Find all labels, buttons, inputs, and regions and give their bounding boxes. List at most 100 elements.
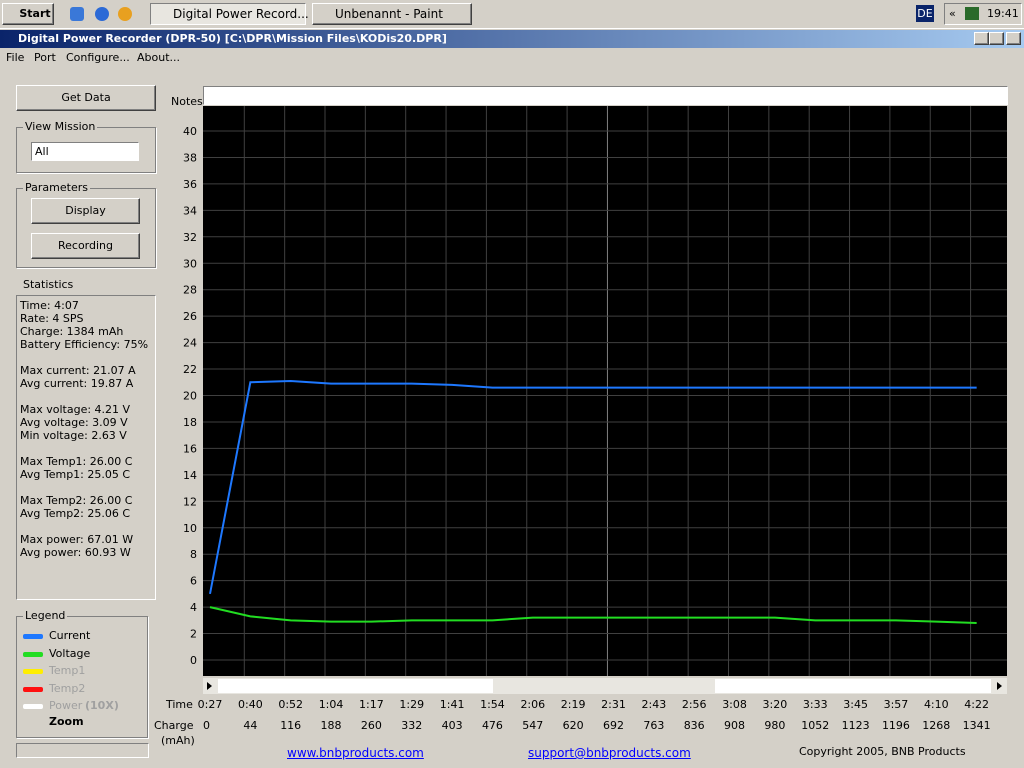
copyright: Copyright 2005, BNB Products [799, 745, 966, 758]
y-tick-label: 26 [183, 310, 197, 323]
y-tick-label: 40 [183, 125, 197, 138]
x-tick-label: 0:27 [198, 698, 223, 711]
charge-value: 116 [280, 719, 301, 732]
charge-value: 620 [563, 719, 584, 732]
legend-group: Legend Current Voltage Temp1 Temp2 Power (10X… [16, 609, 148, 738]
group-label: View Mission [23, 120, 98, 133]
y-tick-label: 36 [183, 178, 197, 191]
taskbar: Start Digital Power Record... Unbenannt … [0, 0, 1024, 29]
legend-label: Temp2 [47, 681, 88, 695]
x-tick-label: 2:43 [641, 698, 666, 711]
y-tick-label: 6 [190, 575, 197, 588]
task-button[interactable]: Digital Power Record... [150, 3, 309, 25]
plot-area [203, 106, 1007, 676]
tray: « 19:41 [944, 3, 1022, 25]
website-link[interactable]: www.bnbproducts.com [287, 746, 424, 760]
start-button[interactable]: Start [2, 3, 54, 25]
x-tick-label: 2:56 [682, 698, 707, 711]
legend-label: Power [47, 699, 85, 712]
x-tick-label: 3:20 [763, 698, 788, 711]
x-tick-label: 0:52 [278, 698, 303, 711]
stat-line: Avg Temp1: 25.05 C [20, 468, 131, 481]
menu-item[interactable]: Port [34, 51, 56, 64]
close-button[interactable] [1006, 32, 1021, 45]
charge-value: 332 [401, 719, 422, 732]
legend-label: Voltage [47, 646, 93, 660]
group-label: Parameters [23, 181, 90, 194]
legend-label: Current [47, 629, 93, 642]
stat-line: Avg current: 19.87 A [20, 377, 134, 390]
series-line [209, 606, 977, 624]
recording-button[interactable]: Recording [31, 233, 140, 259]
x-tick-label: 1:17 [359, 698, 384, 711]
charge-value: 547 [522, 719, 543, 732]
maximize-button[interactable] [989, 32, 1004, 45]
y-tick-label: 0 [190, 654, 197, 667]
email-link[interactable]: support@bnbproducts.com [528, 746, 691, 760]
get-data-button[interactable]: Get Data [16, 85, 156, 111]
x-tick-label: 1:04 [319, 698, 344, 711]
tray-icon[interactable] [965, 7, 979, 20]
charge-value: 476 [482, 719, 503, 732]
menu-item[interactable]: About... [137, 51, 181, 64]
stat-group: Time: 4:07 Rate: 4 SPS Charge: 1384 mAh Bat… [20, 299, 152, 351]
charge-value: 260 [361, 719, 382, 732]
mission-select[interactable]: All [31, 142, 139, 161]
stat-line: Max current: 21.07 A [20, 364, 136, 377]
y-tick-label: 16 [183, 442, 197, 455]
y-tick-label: 28 [183, 284, 197, 297]
stat-group: Max Temp1: 26.00 C Avg Temp1: 25.05 C [20, 455, 152, 481]
charge-value: 1052 [801, 719, 829, 732]
status-box [16, 743, 149, 758]
statistics-box: Time: 4:07 Rate: 4 SPS Charge: 1384 mAh Bat… [16, 295, 156, 600]
y-tick-label: 38 [183, 151, 197, 164]
stat-line: Rate: 4 SPS [20, 312, 84, 325]
stat-line: Avg voltage: 3.09 V [20, 416, 128, 429]
y-tick-label: 34 [183, 204, 197, 217]
group-label: Legend [23, 609, 68, 622]
stat-line: Avg Temp2: 25.06 C [20, 507, 131, 520]
quick-launch-icon[interactable] [118, 7, 132, 21]
notes-label: Notes [171, 95, 203, 108]
quick-launch-icon[interactable] [95, 7, 109, 21]
language-indicator[interactable]: DE [916, 5, 934, 22]
display-button[interactable]: Display [31, 198, 140, 224]
scrollbar-track [218, 679, 493, 693]
x-tick-label: 4:10 [924, 698, 949, 711]
charge-value: 908 [724, 719, 745, 732]
x-tick-label: 3:57 [884, 698, 909, 711]
y-tick-label: 32 [183, 231, 197, 244]
charge-value: 1268 [922, 719, 950, 732]
y-tick-label: 30 [183, 257, 197, 270]
legend-label: Temp1 [47, 664, 88, 677]
legend-swatch [23, 704, 43, 709]
x-tick-label: 1:41 [440, 698, 465, 711]
minimize-button[interactable] [974, 32, 989, 45]
y-tick-label: 2 [190, 628, 197, 641]
y-tick-label: 10 [183, 522, 197, 535]
charge-value: 836 [684, 719, 705, 732]
legend-swatch [23, 686, 43, 692]
x-axis-label: Time [165, 698, 193, 711]
quick-launch-icon[interactable] [70, 7, 84, 21]
view-mission-group: View Mission All [16, 120, 156, 173]
x-tick-label: 3:33 [803, 698, 828, 711]
menu-item[interactable]: File [6, 51, 25, 64]
stat-line: Time: 4:07 [20, 299, 79, 312]
x-tick-label: 1:54 [480, 698, 505, 711]
tray-arrow[interactable]: « [949, 7, 956, 20]
x-tick-label: 3:45 [843, 698, 868, 711]
task-button[interactable]: Unbenannt - Paint [312, 3, 472, 25]
charge-value: 1196 [882, 719, 910, 732]
charge-value: 403 [442, 719, 463, 732]
notes-input[interactable] [203, 86, 1008, 105]
y-tick-label: 20 [183, 390, 197, 403]
menu-item[interactable]: Configure... [66, 51, 130, 64]
y-tick-label: 14 [183, 469, 197, 482]
charge-value: 44 [243, 719, 257, 732]
scrollbar-track [715, 679, 991, 693]
stat-line: Max Temp2: 26.00 C [20, 494, 133, 507]
charge-value: 0 [203, 719, 210, 732]
x-tick-label: 2:19 [561, 698, 586, 711]
